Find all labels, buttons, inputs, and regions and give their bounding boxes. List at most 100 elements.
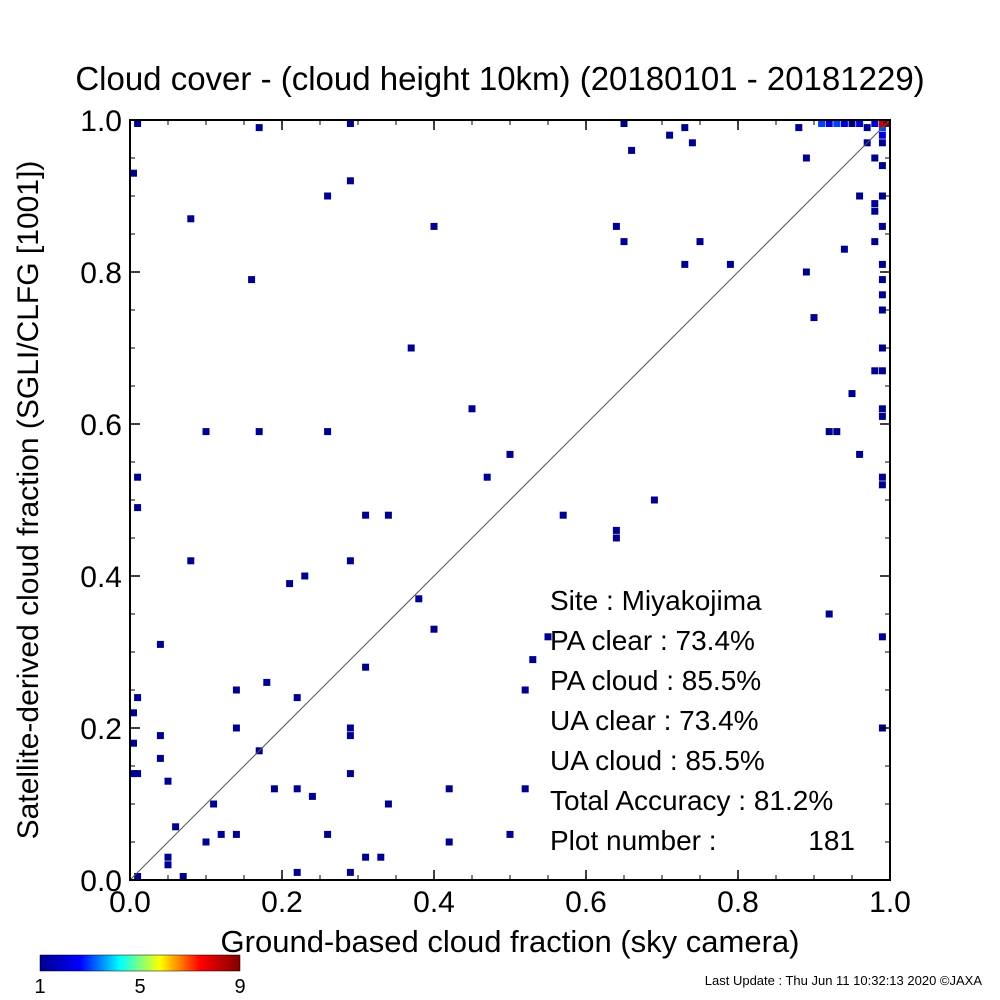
y-tick-label: 1.0 (80, 105, 122, 138)
data-point (878, 412, 886, 420)
data-point (878, 306, 886, 314)
data-point (202, 428, 210, 436)
stats-plot-number-label: Plot number : (550, 825, 717, 856)
data-point (130, 169, 137, 177)
stats-pa-cloud: PA cloud : 85.5% (550, 665, 761, 696)
colorbar-ticks: 1 5 9 (34, 976, 245, 998)
stats-ua-clear: UA clear : 73.4% (550, 705, 759, 736)
data-point (521, 785, 529, 793)
data-point (255, 428, 263, 436)
data-point (324, 428, 332, 436)
data-point (248, 276, 256, 284)
data-point (270, 785, 278, 793)
x-tick-label: 1.0 (869, 886, 911, 919)
data-point (856, 120, 864, 127)
data-point (187, 215, 195, 223)
data-point (232, 830, 240, 838)
data-point (650, 496, 658, 504)
data-point (232, 686, 240, 694)
data-point (346, 557, 354, 565)
data-point (878, 633, 886, 641)
data-point (164, 853, 172, 861)
x-tick-label: 0.2 (261, 886, 303, 919)
data-point (878, 291, 886, 299)
data-point (696, 238, 704, 246)
data-point (848, 390, 856, 398)
data-point (666, 131, 674, 139)
data-point (164, 777, 172, 785)
data-point (346, 770, 354, 778)
data-point (202, 838, 210, 846)
data-point (810, 314, 818, 322)
data-point (818, 120, 826, 127)
data-point (840, 245, 848, 253)
data-point (878, 222, 886, 230)
data-point (795, 124, 803, 132)
data-point (164, 861, 172, 869)
data-point (217, 830, 225, 838)
stats-plot-number-value: 181 (808, 825, 855, 856)
data-point (346, 732, 354, 740)
data-point (156, 732, 164, 740)
data-point (134, 473, 142, 481)
data-point (612, 534, 620, 542)
y-tick-label: 0.8 (80, 257, 122, 290)
colorbar (39, 954, 241, 972)
data-point (871, 238, 879, 246)
data-point (156, 640, 164, 648)
data-point (362, 853, 370, 861)
data-point (863, 124, 871, 132)
data-point (840, 120, 848, 127)
data-point (210, 800, 218, 808)
data-point (878, 344, 886, 352)
data-point (377, 853, 385, 861)
data-point (346, 177, 354, 185)
data-point (620, 238, 628, 246)
data-point (878, 405, 886, 413)
data-point (293, 694, 301, 702)
data-point (134, 694, 142, 702)
data-point (301, 572, 309, 580)
data-point (430, 625, 438, 633)
data-point (521, 686, 529, 694)
data-point (529, 656, 537, 664)
data-point (681, 260, 689, 268)
one-to-one-line (129, 119, 891, 881)
data-point (172, 823, 180, 831)
data-point (506, 830, 514, 838)
data-point (628, 146, 636, 154)
data-point (559, 511, 567, 519)
stats-ua-cloud: UA cloud : 85.5% (550, 745, 765, 776)
data-point (544, 633, 552, 641)
data-point (324, 830, 332, 838)
data-point (878, 120, 886, 127)
data-point (286, 580, 294, 588)
x-tick-label: 0.0 (109, 886, 151, 919)
data-point (688, 139, 696, 147)
data-point (825, 428, 833, 436)
data-point (833, 428, 841, 436)
x-tick-label: 0.6 (565, 886, 607, 919)
data-point (681, 124, 689, 132)
data-point (856, 450, 864, 458)
last-update: Last Update : Thu Jun 11 10:32:13 2020 ©… (705, 973, 983, 988)
data-point (871, 154, 879, 162)
data-point (871, 200, 879, 208)
y-axis-label: Satellite-derived cloud fraction (SGLI/C… (12, 161, 45, 840)
data-point (802, 154, 810, 162)
x-axis-label: Ground-based cloud fraction (sky camera) (221, 924, 800, 959)
data-point (130, 709, 137, 717)
data-point (445, 785, 453, 793)
y-axis: 0.0 0.2 0.4 0.6 0.8 1.0 (80, 105, 890, 898)
colorbar-tick-label: 1 (34, 976, 45, 998)
data-point (878, 192, 886, 200)
data-point (871, 120, 879, 127)
y-tick-label: 0.6 (80, 409, 122, 442)
data-point (415, 595, 423, 603)
data-point (156, 754, 164, 762)
data-point (384, 800, 392, 808)
data-point (179, 873, 187, 880)
data-point (878, 367, 886, 375)
colorbar-tick-label: 5 (134, 976, 145, 998)
